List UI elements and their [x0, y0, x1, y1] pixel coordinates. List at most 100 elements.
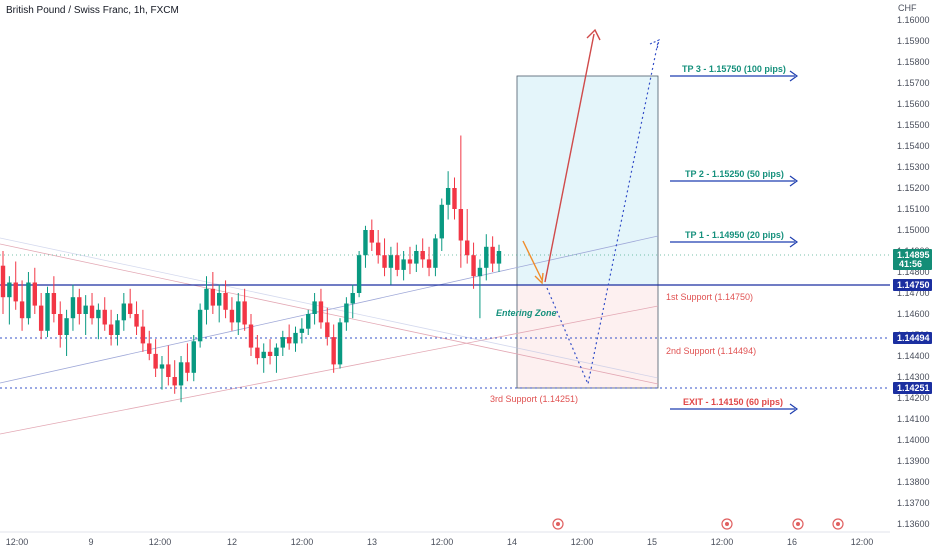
candle [83, 295, 88, 335]
candle [0, 251, 6, 314]
event-icon-2 [721, 518, 733, 530]
candle [64, 309, 69, 356]
candle [490, 236, 495, 272]
event-icon-4 [832, 518, 844, 530]
trendlines [0, 235, 659, 435]
candle [134, 301, 139, 335]
candle [127, 288, 133, 319]
level-tag-2-text: 1.14494 [897, 333, 930, 343]
candle [395, 242, 400, 277]
target-zone-box [516, 75, 659, 286]
candles [0, 135, 502, 403]
x-tick-label: 14 [507, 537, 517, 547]
candle [401, 251, 406, 281]
candle [439, 198, 444, 251]
tp2-label: TP 2 - 1.15250 (50 pips) [685, 169, 784, 179]
candle [445, 171, 451, 220]
candle [299, 318, 305, 344]
event-icons [552, 518, 844, 530]
candle [51, 276, 57, 323]
tp3-label: TP 3 - 1.15750 (100 pips) [682, 64, 786, 74]
candle [223, 280, 228, 319]
x-tick-label: 16 [787, 537, 797, 547]
stop-zone-box [516, 284, 659, 389]
candle [312, 293, 317, 325]
candle [255, 335, 260, 365]
level-tag-1: 1.14750 [893, 279, 932, 291]
tp3-annotation: TP 3 - 1.15750 (100 pips) [670, 64, 799, 82]
y-tick-label: 1.15600 [897, 99, 930, 109]
tp1-annotation: TP 1 - 1.14950 (20 pips) [670, 230, 799, 248]
y-tick-label: 1.14800 [897, 267, 930, 277]
level-tag-1-text: 1.14750 [897, 280, 930, 290]
currency-label: CHF [898, 3, 917, 13]
support1-label: 1st Support (1.14750) [666, 292, 753, 302]
price-axis[interactable]: 1.16000 1.15900 1.15800 1.15700 1.15600 1.155… [897, 15, 930, 529]
candle [204, 276, 209, 325]
candle [274, 343, 279, 373]
y-tick-label: 1.15800 [897, 57, 930, 67]
candle [331, 324, 336, 373]
candle [236, 293, 241, 335]
x-tick-label: 12 [227, 537, 237, 547]
candle [185, 343, 190, 382]
candle [153, 339, 158, 377]
candle [356, 251, 362, 298]
x-tick-label: 9 [88, 537, 93, 547]
candle [261, 343, 266, 373]
candle [178, 356, 184, 403]
candle [102, 297, 107, 331]
candle [267, 339, 273, 365]
candle [115, 314, 120, 346]
y-tick-label: 1.15900 [897, 36, 930, 46]
candle [286, 324, 292, 350]
candle [306, 309, 311, 335]
y-tick-label: 1.14100 [897, 414, 930, 424]
exit-annotation: EXIT - 1.14150 (60 pips) [670, 397, 799, 415]
candle [293, 326, 298, 352]
tp1-label: TP 1 - 1.14950 (20 pips) [685, 230, 784, 240]
candle [426, 246, 432, 277]
level-tag-3: 1.14251 [893, 382, 932, 394]
y-tick-label: 1.14600 [897, 309, 930, 319]
candle [45, 286, 50, 338]
candle [191, 335, 196, 382]
x-tick-label: 13 [367, 537, 377, 547]
x-tick-label: 12:00 [851, 537, 874, 547]
time-axis[interactable]: 12:00 9 12:00 12 12:00 13 12:00 14 12:00 15 12:00 1… [6, 537, 874, 547]
last-price-countdown: 41:56 [899, 259, 922, 269]
candle [344, 297, 349, 331]
candle [369, 219, 375, 251]
tp2-annotation: TP 2 - 1.15250 (50 pips) [670, 169, 799, 187]
y-tick-label: 1.14700 [897, 288, 930, 298]
last-price-tag: 1.14895 41:56 [893, 249, 932, 270]
y-tick-label: 1.15200 [897, 183, 930, 193]
candle [13, 261, 18, 310]
candle [147, 330, 152, 361]
last-price-value: 1.14895 [897, 250, 930, 260]
support-lines [0, 254, 890, 389]
candle [70, 284, 76, 331]
candle [96, 303, 101, 340]
y-tick-label: 1.15500 [897, 120, 930, 130]
candle [77, 288, 82, 325]
candle [471, 242, 476, 289]
candle [382, 238, 387, 277]
event-icon-3 [792, 518, 804, 530]
y-tick-label: 1.15300 [897, 162, 930, 172]
candle [388, 246, 394, 285]
y-tick-label: 1.13600 [897, 519, 930, 529]
level-tag-2: 1.14494 [893, 332, 932, 344]
y-tick-label: 1.14300 [897, 372, 930, 382]
candle [496, 244, 502, 272]
candle [325, 307, 330, 346]
candle [280, 330, 285, 356]
y-tick-label: 1.13700 [897, 498, 930, 508]
candle [89, 293, 95, 325]
candle [26, 272, 31, 325]
projection-arrows [522, 28, 660, 387]
candle [407, 246, 413, 275]
candle [121, 293, 127, 331]
candle [159, 356, 165, 390]
